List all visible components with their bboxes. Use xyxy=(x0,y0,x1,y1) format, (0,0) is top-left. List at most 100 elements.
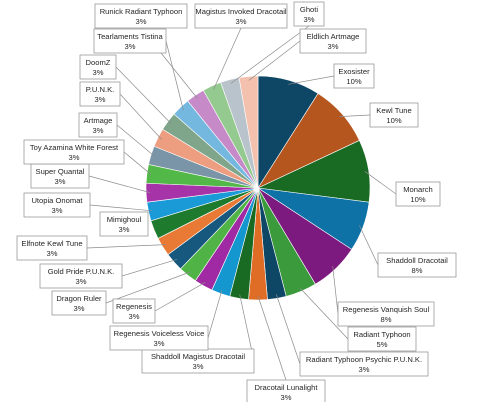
label-category: Mimighoul xyxy=(107,215,142,224)
leader-lines xyxy=(86,25,397,381)
label-percent: 3% xyxy=(154,339,165,348)
label-box xyxy=(369,102,419,128)
label-percent: 3% xyxy=(119,225,130,234)
slice-label-radiant-typhoon-psychic-p-u-n-k: Radiant Typhoon Psychic P.U.N.K.3% xyxy=(299,351,429,377)
label-category: Magistus Invoked Dracotail xyxy=(195,7,286,16)
label-box xyxy=(39,263,123,289)
label-percent: 3% xyxy=(95,95,106,104)
label-box xyxy=(79,54,117,80)
label-box xyxy=(293,1,325,27)
label-box xyxy=(78,112,118,138)
leader-line-p-u-n-k xyxy=(119,93,162,140)
label-percent: 3% xyxy=(129,312,140,321)
label-box xyxy=(51,290,107,316)
label-category: Exosister xyxy=(338,67,370,76)
label-box xyxy=(333,63,375,89)
label-category: DoomZ xyxy=(86,58,111,67)
label-box xyxy=(30,163,90,189)
leader-line-dragon-ruler xyxy=(105,271,191,304)
label-box xyxy=(112,298,156,324)
leader-line-doomz xyxy=(115,66,172,125)
label-box xyxy=(23,139,125,165)
label-category: Eldlich Artmage xyxy=(307,32,360,41)
label-percent: 3% xyxy=(281,393,292,402)
label-box xyxy=(94,3,188,29)
leader-line-dracotail-lunalight xyxy=(257,295,287,381)
label-box xyxy=(93,28,167,54)
label-box xyxy=(395,181,441,207)
label-percent: 3% xyxy=(236,17,247,26)
label-percent: 3% xyxy=(359,365,370,374)
leader-line-ghoti xyxy=(230,25,310,84)
label-box xyxy=(299,28,367,54)
pie-slices xyxy=(145,75,371,301)
label-percent: 3% xyxy=(74,304,85,313)
label-percent: 3% xyxy=(52,206,63,215)
label-percent: 3% xyxy=(69,153,80,162)
label-percent: 3% xyxy=(93,126,104,135)
leader-line-shaddoll-dracotail xyxy=(358,225,379,266)
label-percent: 3% xyxy=(76,277,87,286)
leader-line-radiant-typhoon-psychic-p-u-n-k xyxy=(275,294,301,365)
label-category: Utopia Onomat xyxy=(31,196,83,205)
leader-line-utopia-onomat xyxy=(89,204,153,212)
leader-line-radiant-typhoon xyxy=(299,287,349,340)
label-category: Gold Pride P.U.N.K. xyxy=(48,267,115,276)
label-box xyxy=(79,81,121,107)
label-percent: 8% xyxy=(381,315,392,324)
leader-line-exosister xyxy=(288,75,335,85)
label-category: Kewl Tune xyxy=(376,106,411,115)
leader-line-monarch xyxy=(364,171,397,195)
label-percent: 3% xyxy=(93,68,104,77)
leader-line-gold-pride-p-u-n-k xyxy=(121,259,178,277)
label-box xyxy=(299,351,429,377)
leader-line-regenesis-voiceless-voice xyxy=(207,289,223,339)
label-category: Tearlaments Tistina xyxy=(97,32,163,41)
label-box xyxy=(246,379,326,402)
slice-label-gold-pride-p-u-n-k: Gold Pride P.U.N.K.3% xyxy=(39,263,123,289)
label-percent: 3% xyxy=(55,177,66,186)
label-category: P.U.N.K. xyxy=(86,85,115,94)
label-percent: 10% xyxy=(386,116,401,125)
label-percent: 5% xyxy=(377,340,388,349)
leader-line-regenesis-vanquish-soul xyxy=(332,265,339,315)
leader-line-artmage xyxy=(116,124,155,157)
label-box xyxy=(16,235,88,261)
label-category: Elfnote Kewl Tune xyxy=(21,239,82,248)
label-box xyxy=(23,192,91,218)
leader-line-kewl-tune xyxy=(339,114,371,117)
label-category: Runick Radiant Typhoon xyxy=(100,7,183,16)
label-percent: 3% xyxy=(304,15,315,24)
label-percent: 3% xyxy=(328,42,339,51)
label-percent: 3% xyxy=(193,362,204,371)
label-percent: 3% xyxy=(47,249,58,258)
leader-line-magistus-invoked-dracotail xyxy=(213,27,242,90)
label-box xyxy=(194,3,288,29)
leader-line-super-quantal xyxy=(88,175,151,193)
leader-line-eldlich-artmage xyxy=(248,40,301,81)
label-box xyxy=(337,301,435,327)
slice-label-p-u-n-k: P.U.N.K.3% xyxy=(79,81,121,107)
